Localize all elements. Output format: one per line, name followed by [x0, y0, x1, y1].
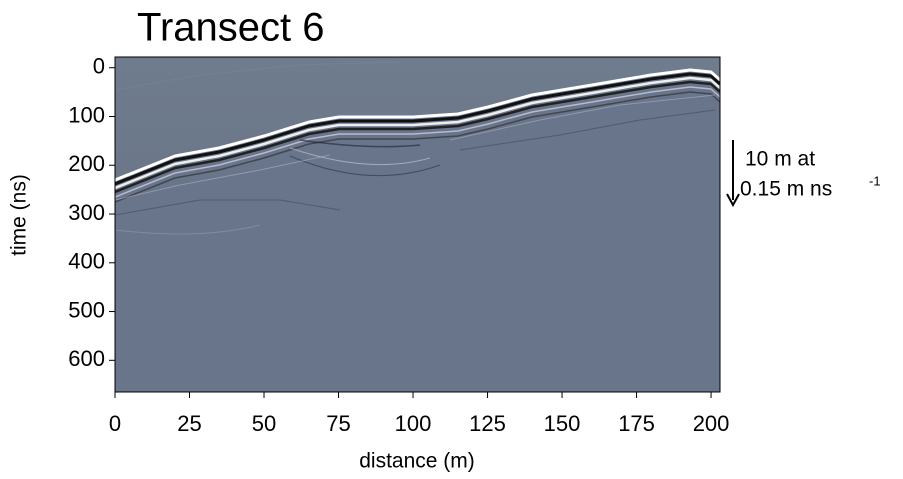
- x-tick-label: 100: [395, 411, 432, 436]
- y-tick-label: 400: [68, 249, 105, 274]
- y-tick-label: 100: [68, 102, 105, 127]
- annotation-superscript: -1: [869, 173, 881, 188]
- x-tick-label: 175: [618, 411, 655, 436]
- scale-annotation: 10 m at 0.15 m ns -1: [726, 140, 881, 208]
- scale-arrow-head: [726, 193, 740, 208]
- y-tick-label: 300: [68, 200, 105, 225]
- plot-frame: [114, 56, 721, 393]
- x-tick-label: 25: [177, 411, 201, 436]
- radargram: [115, 57, 720, 392]
- x-tick-label: 50: [252, 411, 276, 436]
- annotation-text: 10 m at: [745, 148, 815, 171]
- x-tick-label: 150: [544, 411, 581, 436]
- chart-title: Transect 6: [137, 6, 324, 50]
- x-tick-label: 75: [326, 411, 350, 436]
- y-tick-label: 0: [93, 54, 105, 79]
- x-tick-label: 125: [469, 411, 506, 436]
- annotation-text: 0.15 m ns: [740, 178, 832, 201]
- x-axis-label: distance (m): [359, 450, 475, 473]
- y-tick-label: 600: [68, 346, 105, 371]
- x-tick-label: 200: [693, 411, 730, 436]
- y-axis-label: time (ns): [8, 174, 31, 256]
- x-tick-label: 0: [109, 411, 121, 436]
- y-tick-label: 500: [68, 297, 105, 322]
- y-tick-label: 200: [68, 151, 105, 176]
